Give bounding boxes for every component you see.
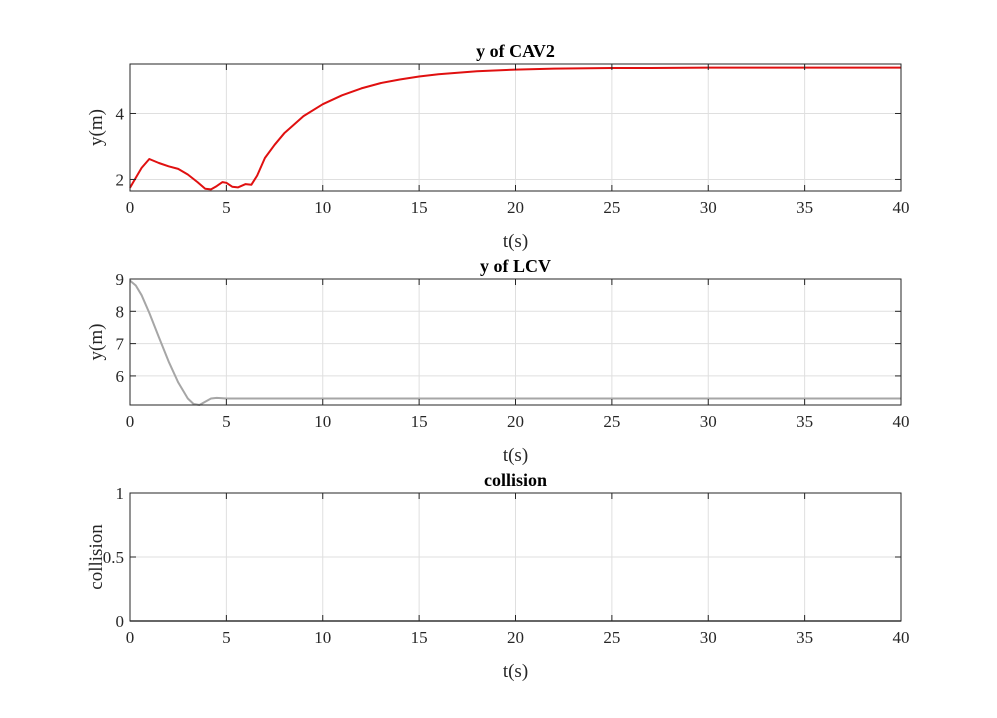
y-tick-label: 4 [116,104,125,123]
y-tick-label: 2 [116,170,125,189]
x-tick-label: 20 [507,412,524,431]
x-tick-label: 0 [126,412,135,431]
x-axis-label: t(s) [503,231,528,252]
x-axis-label: t(s) [503,445,528,466]
y-axis-label: collision [86,524,107,590]
chart-title: collision [484,470,547,490]
x-tick-label: 20 [507,198,524,217]
y-tick-label: 8 [116,302,125,321]
y-tick-label: 0.5 [103,548,124,567]
y-axis-label: y(m) [86,324,107,361]
subplot-2: 0 5 10 15 20 25 30 35 40 6 7 8 9 y of LCV t(s) y(m) [86,256,910,466]
x-tick-label: 0 [126,198,135,217]
y-tick-label: 6 [116,367,125,386]
x-tick-label: 30 [700,628,717,647]
x-axis-label: t(s) [503,661,528,682]
x-tick-label: 15 [411,628,428,647]
x-tick-label: 5 [222,198,231,217]
x-tick-label: 30 [700,198,717,217]
y-tick-label: 1 [116,484,125,503]
x-tick-label: 40 [893,412,910,431]
x-tick-label: 40 [893,628,910,647]
x-tick-label: 35 [796,628,813,647]
subplot-3: 0 5 10 15 20 25 30 35 40 0 0.5 1 collision t(s) collis… [86,470,910,682]
y-tick-label: 7 [116,335,125,354]
x-tick-label: 10 [314,412,331,431]
x-tick-label: 0 [126,628,135,647]
x-tick-label: 5 [222,628,231,647]
x-tick-label: 10 [314,198,331,217]
x-tick-label: 20 [507,628,524,647]
x-tick-label: 40 [893,198,910,217]
chart-title: y of CAV2 [476,41,555,61]
x-tick-label: 25 [603,412,620,431]
x-tick-label: 5 [222,412,231,431]
subplot-1: 0 5 10 15 20 25 30 35 40 2 4 y of CAV2 t(s) y(m) [86,41,910,252]
x-tick-label: 25 [603,198,620,217]
x-tick-label: 15 [411,198,428,217]
chart-title: y of LCV [480,256,551,276]
y-tick-label: 0 [116,612,125,631]
x-tick-label: 35 [796,198,813,217]
x-tick-label: 10 [314,628,331,647]
x-tick-label: 25 [603,628,620,647]
x-tick-label: 15 [411,412,428,431]
y-axis-label: y(m) [86,109,107,146]
y-tick-label: 9 [116,270,125,289]
series-line-1 [129,66,901,191]
x-tick-label: 35 [796,412,813,431]
x-tick-label: 30 [700,412,717,431]
